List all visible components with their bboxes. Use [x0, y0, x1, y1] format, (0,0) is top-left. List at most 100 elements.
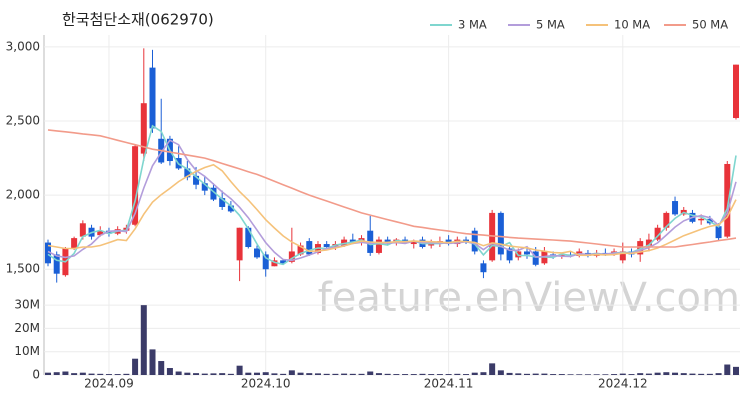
volume-bar — [219, 373, 226, 375]
volume-bar — [445, 374, 452, 375]
volume-bar — [254, 372, 261, 375]
volume-bar — [515, 373, 522, 375]
volume-bar — [523, 373, 530, 375]
volume-bar — [463, 374, 470, 375]
volume-bar — [175, 371, 182, 375]
volume-bar — [45, 372, 51, 375]
volume-bar — [410, 374, 417, 375]
candle-body — [97, 230, 104, 236]
legend-label: 3 MA — [458, 18, 487, 32]
volume-bar — [166, 368, 173, 375]
candle-body — [306, 241, 313, 255]
candle-body — [672, 201, 679, 215]
volume-bar — [62, 371, 69, 375]
candle-body — [410, 241, 417, 245]
volume-bar — [149, 349, 156, 375]
y-tick-label: 3,000 — [6, 39, 40, 53]
volume-bar — [558, 374, 565, 375]
candle-body — [341, 239, 348, 246]
candle-body — [663, 212, 670, 228]
volume-bar — [271, 373, 278, 375]
volume-bar — [384, 373, 391, 375]
x-tick-label: 2024.09 — [84, 377, 134, 391]
volume-bar — [114, 374, 121, 375]
volume-bar — [550, 374, 557, 375]
candle-body — [79, 223, 86, 237]
volume-bar — [471, 372, 478, 375]
volume-bar — [358, 373, 365, 375]
x-tick-label: 2024.10 — [241, 377, 291, 391]
candle-body — [645, 239, 652, 246]
volume-bar — [341, 373, 348, 375]
watermark: feature.enViewV.com — [318, 275, 740, 321]
candle-body — [288, 251, 295, 262]
y-tick-label: 2,000 — [6, 188, 40, 202]
candle-body — [45, 242, 51, 264]
volume-bar — [698, 373, 705, 375]
volume-bar — [619, 373, 626, 375]
volume-bar — [245, 372, 252, 375]
volume-bar — [184, 372, 191, 375]
candle-body — [698, 218, 705, 221]
candle-body — [184, 168, 191, 178]
volume-bar — [480, 372, 487, 375]
candle-body — [480, 263, 487, 273]
candle-body — [140, 103, 147, 154]
candle-body — [654, 227, 661, 240]
volume-bar — [236, 365, 243, 375]
volume-bar — [584, 374, 591, 375]
volume-bar — [593, 374, 600, 375]
legend-label: 10 MA — [614, 18, 650, 32]
candle-body — [497, 212, 504, 255]
x-tick-label: 2024.11 — [424, 377, 474, 391]
y-tick-label: 30M — [14, 298, 40, 312]
volume-bar — [227, 373, 234, 375]
candle-body — [715, 226, 722, 239]
volume-bar — [506, 372, 513, 375]
volume-bar — [402, 374, 409, 375]
volume-bar — [489, 363, 496, 375]
volume-bar — [201, 373, 208, 375]
volume-bar — [53, 372, 60, 375]
volume-bar — [689, 373, 696, 375]
y-tick-label: 20M — [14, 321, 40, 335]
volume-bar — [436, 374, 443, 375]
candle-body — [254, 248, 261, 258]
volume-bar — [602, 374, 609, 375]
candle-body — [227, 205, 234, 212]
volume-bar — [314, 373, 321, 375]
candle-body — [149, 67, 156, 129]
volume-bar — [393, 374, 400, 375]
volume-bar — [71, 373, 78, 375]
y-tick-label: 0 — [32, 368, 40, 382]
candle-body — [271, 260, 278, 267]
candle-body — [201, 183, 208, 191]
volume-bar — [628, 374, 635, 375]
candle-body — [471, 230, 478, 252]
legend-label: 50 MA — [692, 18, 728, 32]
volume-bar — [541, 373, 548, 375]
candle-body — [219, 198, 226, 207]
volume-bar — [454, 373, 461, 375]
volume-bar — [297, 372, 304, 375]
chart-title: 한국첨단소재(062970) — [62, 11, 214, 29]
volume-bar — [132, 358, 139, 375]
y-tick-label: 1,500 — [6, 262, 40, 276]
candle-body — [724, 163, 731, 237]
volume-bar — [262, 372, 269, 375]
volume-bar — [497, 370, 504, 375]
volume-bar — [280, 373, 287, 375]
volume-bar — [532, 373, 539, 375]
volume-bar — [428, 374, 435, 375]
volume-bar — [672, 372, 679, 375]
volume-bar — [715, 373, 722, 375]
candle-body — [210, 187, 217, 200]
volume-bar — [323, 373, 330, 375]
volume-bar — [123, 373, 130, 375]
candle-body — [262, 254, 269, 270]
volume-bar — [97, 373, 104, 375]
candle-body — [733, 64, 739, 119]
volume-bar — [367, 371, 374, 375]
